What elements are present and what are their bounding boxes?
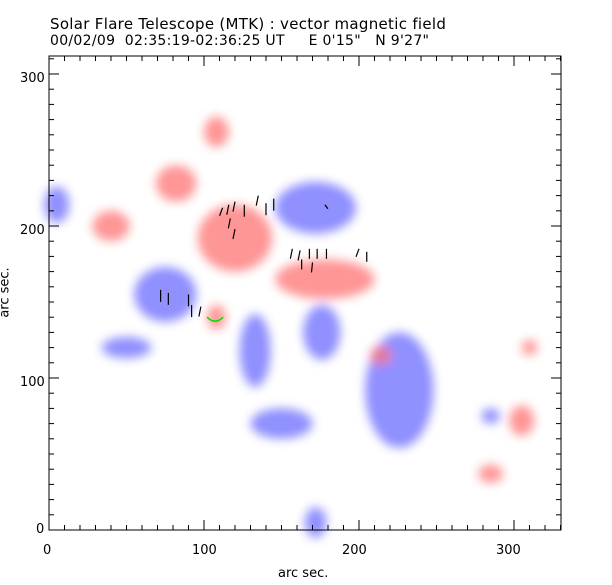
negative-polarity-region — [303, 305, 341, 360]
y-tick-label: 0 — [36, 522, 45, 537]
y-tick-label: 300 — [20, 71, 45, 86]
x-tick-label: 100 — [192, 543, 217, 558]
field-vector — [255, 195, 259, 206]
field-vector — [227, 218, 231, 229]
positive-polarity-region — [197, 204, 273, 272]
field-vector — [198, 306, 202, 317]
field-vector — [355, 248, 360, 258]
field-vector — [232, 201, 236, 212]
positive-polarity-region — [275, 259, 375, 299]
positive-polarity-region — [207, 305, 226, 330]
positive-polarity-region — [521, 340, 538, 356]
plot-frame — [48, 55, 562, 531]
field-vector — [310, 262, 314, 273]
negative-polarity-region — [250, 408, 313, 439]
x-tick-label: 300 — [496, 543, 521, 558]
positive-polarity-region — [204, 116, 229, 147]
field-vector — [226, 204, 230, 215]
negative-polarity-region — [275, 181, 356, 234]
field-vector — [297, 250, 301, 261]
positive-polarity-region — [92, 210, 130, 242]
chart-subtitle: 00/02/09 02:35:19-02:36:25 UT E 0'15" N … — [50, 33, 430, 49]
field-vector — [324, 204, 329, 210]
chart-title: Solar Flare Telescope (MTK) : vector mag… — [50, 15, 447, 33]
negative-polarity-region — [134, 267, 197, 322]
x-axis-label: arc sec. — [278, 566, 329, 581]
field-vector — [289, 248, 293, 259]
positive-polarity-region — [155, 165, 197, 202]
field-vector — [219, 207, 224, 216]
neutral-line — [206, 316, 224, 322]
negative-polarity-region — [304, 507, 327, 538]
negative-polarity-region — [239, 314, 271, 388]
negative-polarity-region — [44, 186, 70, 223]
positive-polarity-region — [478, 464, 504, 483]
positive-polarity-region — [509, 405, 535, 436]
negative-polarity-region — [101, 336, 152, 359]
y-tick-label: 100 — [20, 375, 45, 390]
positive-polarity-region — [369, 346, 392, 365]
field-vector — [232, 228, 236, 240]
y-axis-label: arc sec. — [0, 267, 13, 318]
x-tick-label: 0 — [43, 543, 52, 558]
negative-polarity-region — [481, 408, 501, 424]
x-tick-label: 200 — [342, 543, 367, 558]
y-tick-label: 200 — [20, 223, 45, 238]
